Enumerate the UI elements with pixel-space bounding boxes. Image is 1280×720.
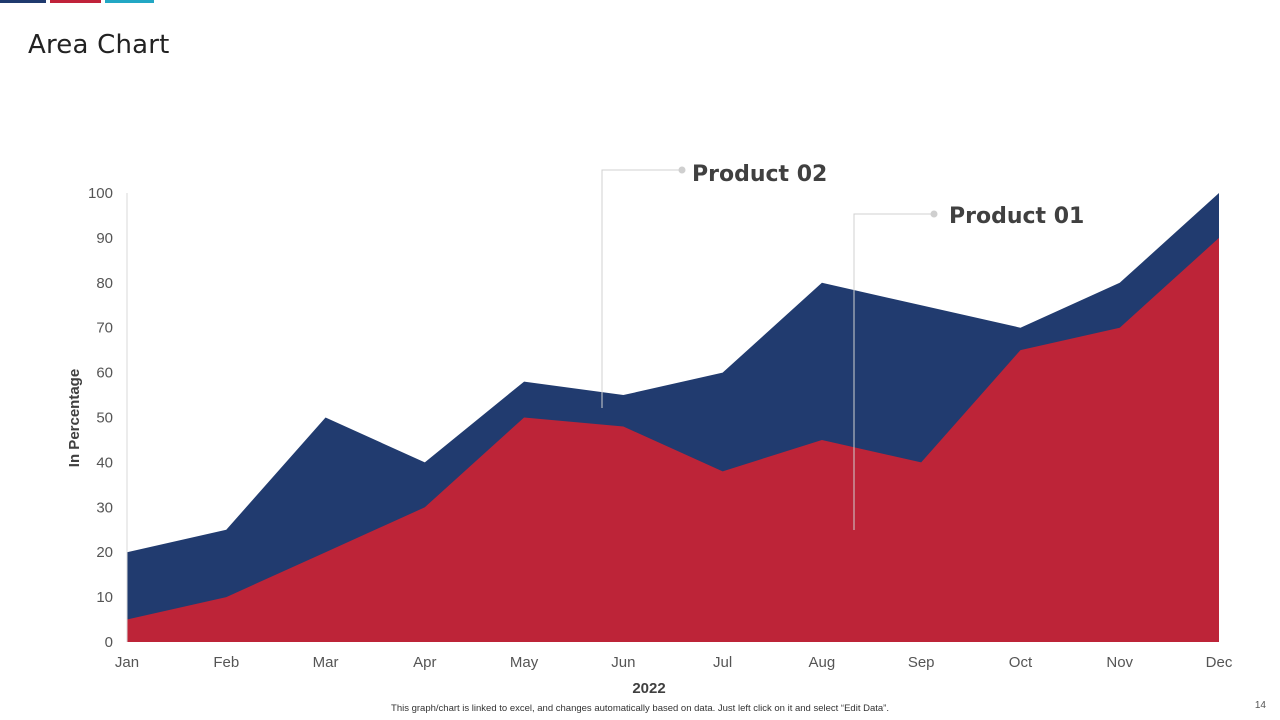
x-tick-label: Aug bbox=[809, 654, 836, 671]
area-product-01 bbox=[127, 237, 1219, 642]
accent-bar-red bbox=[50, 0, 101, 3]
y-tick-label: 10 bbox=[96, 589, 113, 606]
x-tick-label: Feb bbox=[213, 654, 239, 671]
callout-label-product-01: Product 01 bbox=[949, 204, 1084, 229]
callout-dot-product-01 bbox=[930, 210, 938, 218]
accent-bar-navy bbox=[0, 0, 46, 3]
y-tick-label: 30 bbox=[96, 499, 113, 516]
footnote: This graph/chart is linked to excel, and… bbox=[391, 703, 889, 714]
y-tick-label: 90 bbox=[96, 230, 113, 247]
x-tick-label: Mar bbox=[313, 654, 339, 671]
x-axis-title: 2022 bbox=[632, 680, 665, 697]
callout-line-product-02 bbox=[601, 169, 682, 408]
x-tick-label: Nov bbox=[1106, 654, 1133, 671]
y-tick-label: 70 bbox=[96, 320, 113, 337]
x-tick-label: Jun bbox=[611, 654, 635, 671]
x-tick-label: Jan bbox=[115, 654, 139, 671]
x-tick-label: Sep bbox=[908, 654, 935, 671]
accent-bar-teal bbox=[105, 0, 154, 3]
page-number: 14 bbox=[1254, 700, 1266, 711]
x-tick-label: Apr bbox=[413, 654, 436, 671]
y-axis-title: In Percentage bbox=[66, 369, 83, 467]
y-tick-label: 80 bbox=[96, 275, 113, 292]
y-tick-label: 60 bbox=[96, 365, 113, 382]
callout-line-product-01 bbox=[853, 213, 934, 530]
y-tick-label: 40 bbox=[96, 454, 113, 471]
callout-label-product-02: Product 02 bbox=[692, 162, 827, 187]
y-tick-label: 0 bbox=[105, 634, 113, 651]
x-tick-label: Dec bbox=[1206, 654, 1233, 671]
x-tick-label: May bbox=[510, 654, 539, 671]
x-tick-label: Oct bbox=[1009, 654, 1033, 671]
y-tick-label: 100 bbox=[88, 185, 113, 202]
page-title: Area Chart bbox=[28, 30, 170, 60]
callout-dot-product-02 bbox=[678, 166, 686, 174]
y-tick-label: 20 bbox=[96, 544, 113, 561]
y-tick-label: 50 bbox=[96, 410, 113, 427]
x-tick-label: Jul bbox=[713, 654, 732, 671]
